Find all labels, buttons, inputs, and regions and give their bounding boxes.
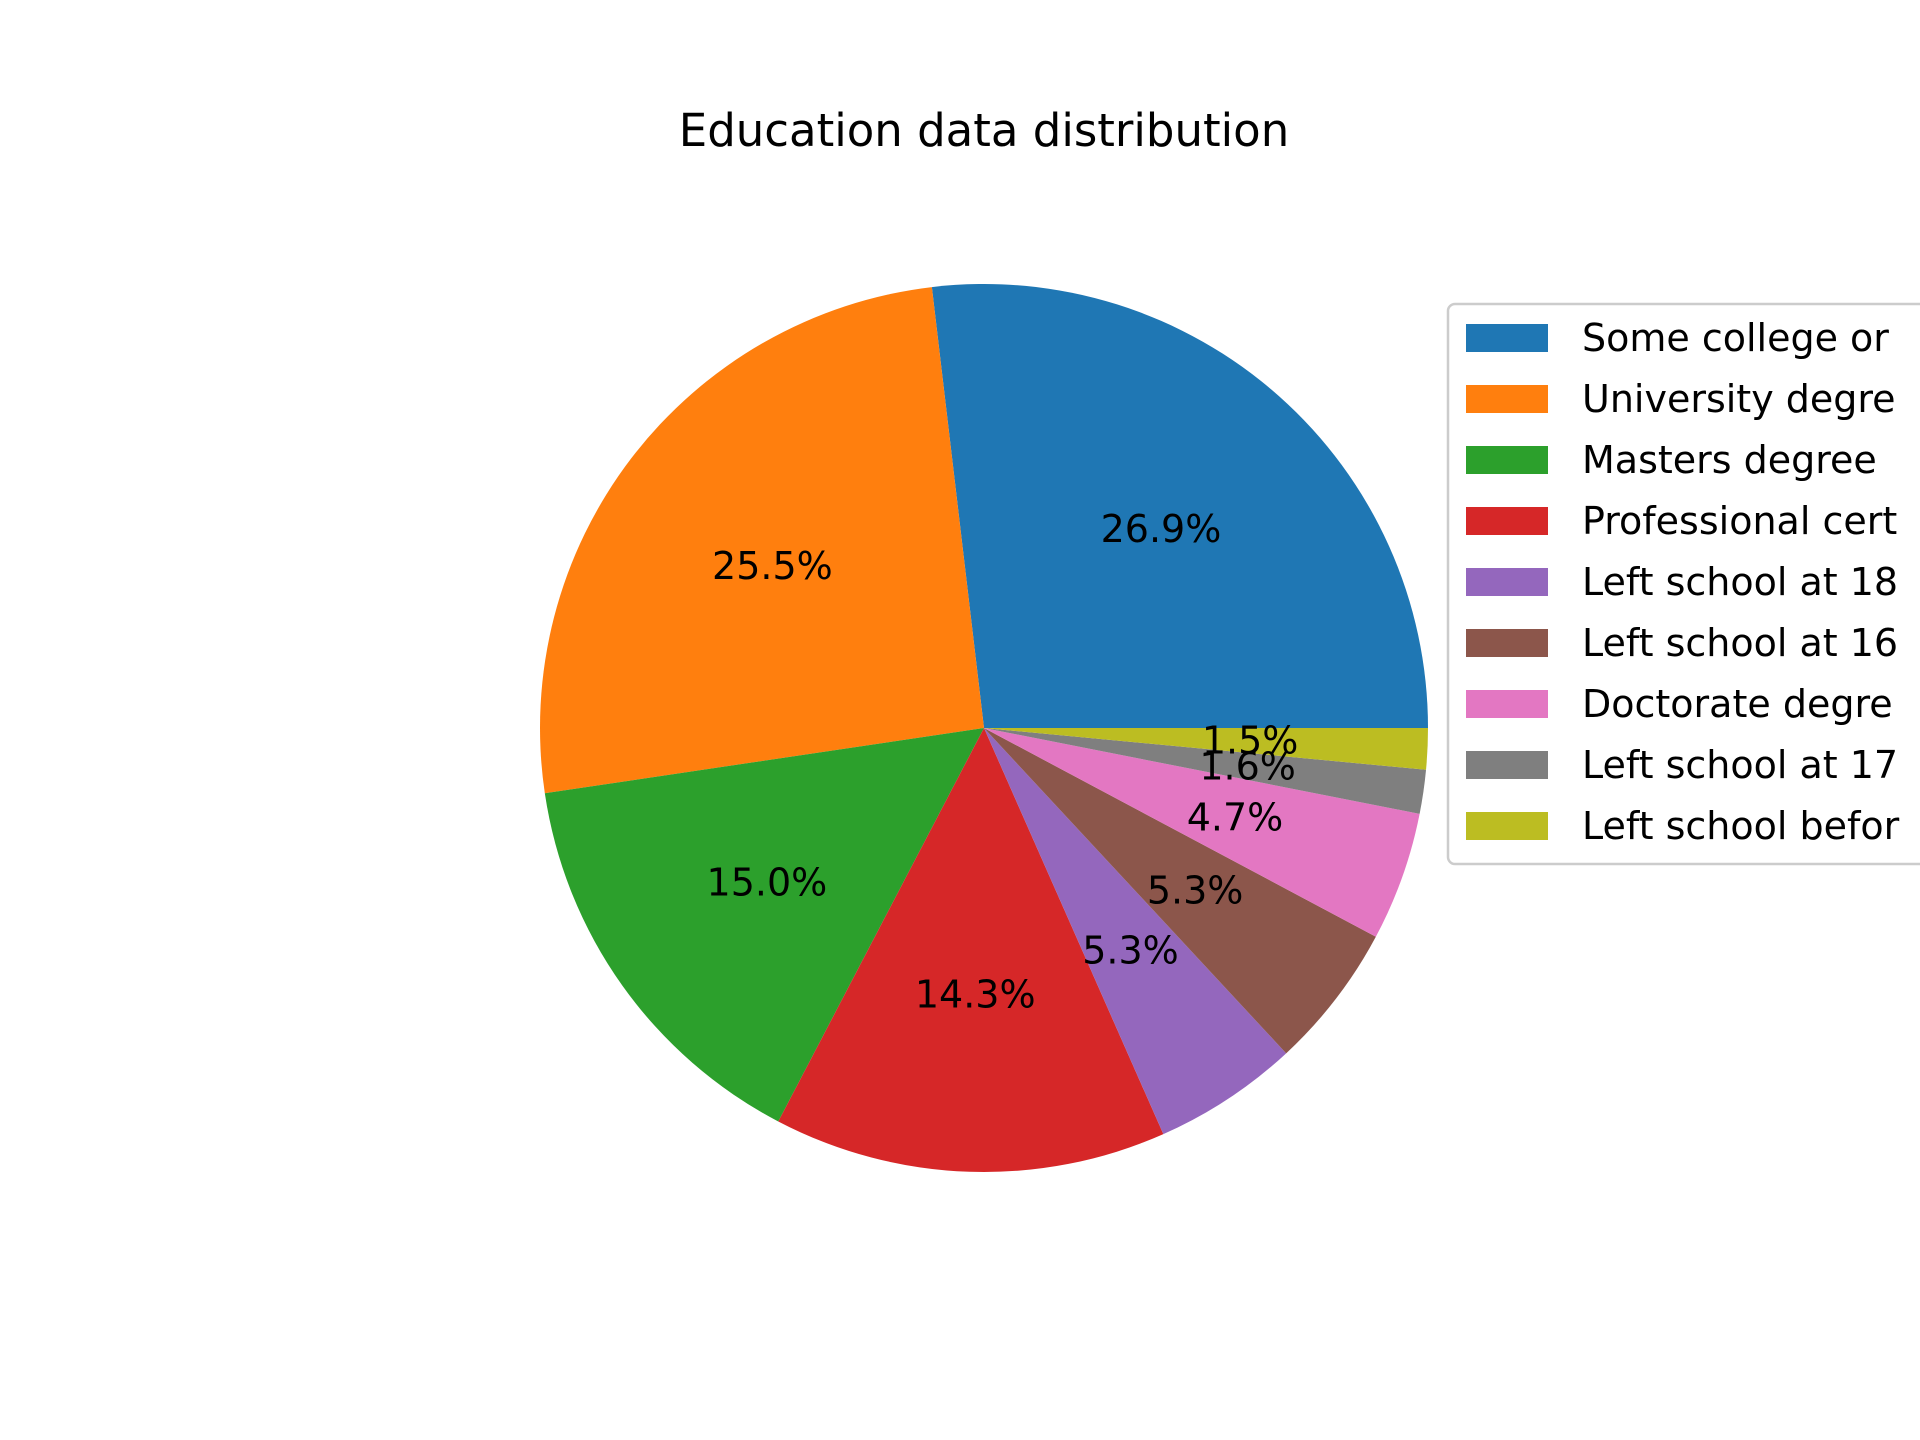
legend-item-left-school-at-18: Left school at 18 bbox=[1466, 560, 1898, 604]
legend-label-masters-degree: Masters degree bbox=[1582, 438, 1877, 482]
legend-item-some-college-or: Some college or bbox=[1466, 316, 1889, 360]
legend-label-left-school-at-18: Left school at 18 bbox=[1582, 560, 1898, 604]
legend: Some college or University degre Masters d… bbox=[1446, 302, 1920, 866]
legend-frame bbox=[1446, 302, 1920, 866]
legend-swatch-university-degre bbox=[1466, 385, 1548, 413]
pct-label-professional-cert: 14.3% bbox=[915, 972, 1036, 1016]
legend-item-doctorate-degre: Doctorate degre bbox=[1466, 682, 1893, 726]
legend-swatch-some-college-or bbox=[1466, 324, 1548, 352]
legend-label-some-college-or: Some college or bbox=[1582, 316, 1889, 360]
pct-label-left-school-at-17: 1.6% bbox=[1199, 744, 1296, 788]
legend-item-left-school-befor: Left school befor bbox=[1466, 804, 1900, 848]
legend-item-left-school-at-16: Left school at 16 bbox=[1466, 621, 1898, 665]
pie-slice-doctorate-degre bbox=[984, 728, 1420, 937]
legend-label-doctorate-degre: Doctorate degre bbox=[1582, 682, 1893, 726]
pct-label-left-school-befor: 1.5% bbox=[1202, 719, 1299, 763]
legend-swatch-professional-cert bbox=[1466, 507, 1548, 535]
legend-swatch-left-school-at-18 bbox=[1466, 568, 1548, 596]
pie-slice-some-college-or bbox=[931, 284, 1428, 728]
pct-label-masters-degree: 15.0% bbox=[707, 860, 828, 904]
legend-label-professional-cert: Professional cert bbox=[1582, 499, 1897, 543]
percent-labels: 26.9% 25.5% 15.0% 14.3% 5.3% 5.3% 4.7% 1.6%1.5% bbox=[707, 507, 1299, 1016]
pie-slice-left-school-at-16 bbox=[984, 728, 1376, 1054]
pie-slice-professional-cert bbox=[778, 728, 1164, 1172]
legend-swatch-left-school-befor bbox=[1466, 812, 1548, 840]
legend-swatch-masters-degree bbox=[1466, 446, 1548, 474]
legend-item-university-degre: University degre bbox=[1466, 377, 1896, 421]
legend-label-left-school-befor: Left school befor bbox=[1582, 804, 1900, 848]
legend-label-left-school-at-17: Left school at 17 bbox=[1582, 743, 1898, 787]
pct-label-left-school-at-18: 5.3% bbox=[1082, 929, 1179, 973]
pie-slices bbox=[539, 284, 1428, 1172]
legend-label-left-school-at-16: Left school at 16 bbox=[1582, 621, 1898, 665]
pie-slice-masters-degree bbox=[544, 728, 984, 1122]
legend-item-professional-cert: Professional cert bbox=[1466, 499, 1897, 543]
chart-title: Education data distribution bbox=[679, 104, 1289, 157]
pie-slice-left-school-at-17 bbox=[984, 728, 1427, 814]
pie-slice-university-degre bbox=[539, 287, 984, 794]
pie-slice-left-school-befor bbox=[984, 728, 1428, 770]
pct-label-doctorate-degre: 4.7% bbox=[1187, 795, 1284, 839]
pct-label-left-school-at-16: 5.3% bbox=[1147, 868, 1244, 912]
legend-label-university-degre: University degre bbox=[1582, 377, 1896, 421]
legend-items: Some college or University degre Masters d… bbox=[1466, 316, 1900, 848]
legend-item-masters-degree: Masters degree bbox=[1466, 438, 1877, 482]
legend-swatch-left-school-at-16 bbox=[1466, 629, 1548, 657]
legend-swatch-doctorate-degre bbox=[1466, 690, 1548, 718]
pct-label-some-college-or: 26.9% bbox=[1101, 507, 1222, 551]
legend-swatch-left-school-at-17 bbox=[1466, 751, 1548, 779]
pct-label-university-degre: 25.5% bbox=[712, 544, 833, 588]
legend-item-left-school-at-17: Left school at 17 bbox=[1466, 743, 1898, 787]
pie-slice-left-school-at-18 bbox=[984, 728, 1287, 1135]
